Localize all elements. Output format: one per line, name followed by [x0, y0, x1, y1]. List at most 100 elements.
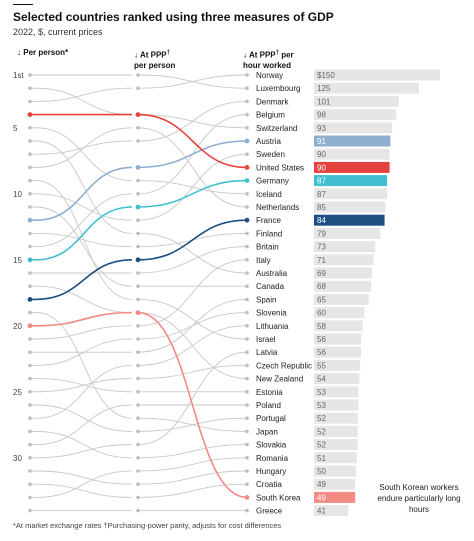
point-denmark-ppp-person: [136, 139, 140, 143]
country-label-israel: Israel: [256, 335, 276, 344]
value-label-switzerland: 93: [317, 124, 326, 133]
rank-label: 20: [13, 322, 22, 331]
country-label-austria: Austria: [256, 137, 281, 146]
point-switzerland-ppp-hour: [245, 126, 249, 130]
rank-label: 30: [13, 454, 22, 463]
bar-united-states: [314, 161, 390, 173]
line-slovakia-b: [137, 444, 248, 459]
value-label-norway: $150: [317, 71, 335, 80]
country-label-italy: Italy: [256, 256, 271, 265]
point-netherlands-ppp-hour: [245, 205, 249, 209]
country-label-new-zealand: New Zealand: [256, 375, 303, 384]
value-label-italy: 71: [317, 256, 326, 265]
point-luxembourg-ppp-hour: [245, 86, 249, 90]
point-sweden-ppp-hour: [245, 152, 249, 156]
point-finland-per-person: [28, 231, 32, 236]
country-label-sweden: Sweden: [256, 150, 285, 159]
bar-sweden: [314, 148, 390, 160]
bar-switzerland: [314, 122, 393, 134]
bar-britain: [314, 241, 376, 253]
value-label-canada: 68: [317, 282, 326, 291]
country-label-slovenia: Slovenia: [256, 309, 287, 318]
country-label-finland: Finland: [256, 229, 282, 238]
line-austria-b: [137, 140, 248, 169]
line-finland-a: [30, 232, 133, 248]
point-united-states-per-person: [27, 112, 33, 117]
point-austria-ppp-hour: [244, 138, 250, 144]
point-romania-ppp-hour: [245, 456, 249, 460]
point-canada-ppp-hour: [245, 284, 249, 289]
point-new-zealand-per-person: [28, 284, 32, 289]
point-estonia-ppp-hour: [245, 390, 249, 394]
footnote: *At market exchange rates †Purchasing-po…: [13, 521, 282, 530]
line-latvia-b: [137, 351, 248, 446]
country-label-poland: Poland: [256, 401, 281, 410]
point-britain-ppp-hour: [245, 244, 249, 249]
point-israel-per-person: [28, 178, 32, 183]
country-label-iceland: Iceland: [256, 190, 282, 199]
rank-label: 25: [13, 388, 22, 397]
point-greece-per-person: [28, 508, 32, 513]
point-norway-ppp-person: [136, 86, 140, 90]
country-label-spain: Spain: [256, 295, 276, 304]
country-label-norway: Norway: [256, 71, 283, 80]
point-new-zealand-ppp-hour: [245, 376, 249, 381]
bar-lithuania: [314, 320, 363, 332]
point-italy-per-person: [28, 337, 32, 341]
point-france-ppp-person: [135, 257, 141, 263]
value-label-japan: 52: [317, 427, 326, 436]
country-label-hungary: Hungary: [256, 467, 286, 476]
country-label-japan: Japan: [256, 427, 278, 436]
chart-title: Selected countries ranked using three me…: [13, 10, 334, 24]
line-iceland-a: [30, 127, 133, 182]
line-netherlands-b: [137, 127, 248, 208]
country-label-latvia: Latvia: [256, 348, 278, 357]
point-estonia-per-person: [28, 376, 32, 381]
line-japan-a: [30, 312, 133, 419]
point-britain-ppp-person: [136, 271, 140, 275]
point-sweden-ppp-person: [136, 218, 140, 222]
line-romania-a: [30, 470, 133, 498]
value-label-south-korea: 49: [317, 493, 326, 502]
point-canada-per-person: [28, 205, 32, 209]
value-label-france: 84: [317, 216, 326, 225]
column-header-ppp-person: ↓ At PPP† per person: [134, 50, 176, 70]
point-iceland-per-person: [28, 126, 32, 130]
point-spain-ppp-person: [136, 350, 140, 355]
bar-finland: [314, 227, 381, 239]
country-label-estonia: Estonia: [256, 388, 283, 397]
bar-hungary: [314, 465, 356, 477]
value-label-slovenia: 60: [317, 309, 326, 318]
point-finland-ppp-person: [136, 244, 140, 249]
value-label-latvia: 56: [317, 348, 326, 357]
sort-arrow-icon: ↓: [134, 50, 138, 60]
point-belgium-ppp-hour: [245, 112, 249, 117]
point-slovakia-ppp-hour: [245, 442, 249, 447]
point-south-korea-per-person: [27, 323, 33, 329]
line-france-b: [137, 219, 248, 261]
line-australia-b: [137, 232, 248, 274]
value-label-new-zealand: 54: [317, 375, 326, 384]
bar-portugal: [314, 412, 358, 424]
bar-luxembourg: [314, 82, 419, 94]
bar-belgium: [314, 109, 397, 121]
value-label-belgium: 98: [317, 111, 326, 120]
point-romania-per-person: [28, 495, 32, 500]
line-italy-a: [30, 325, 133, 340]
value-label-germany: 87: [317, 177, 326, 186]
point-norway-per-person: [28, 99, 32, 104]
line-new-zealand-b: [137, 312, 248, 380]
point-spain-ppp-hour: [245, 297, 249, 302]
line-israel-b: [137, 298, 248, 340]
point-australia-per-person: [28, 139, 32, 143]
sort-arrow-icon: ↓: [17, 48, 21, 57]
value-label-united-states: 90: [317, 163, 326, 172]
point-israel-ppp-person: [136, 297, 140, 302]
bar-czech-republic: [314, 359, 361, 371]
point-latvia-ppp-person: [136, 442, 140, 447]
point-britain-per-person: [28, 271, 32, 275]
country-label-canada: Canada: [256, 282, 285, 291]
south-korea-annotation: South Korean workers endure particularly…: [377, 483, 461, 514]
line-netherlands-a: [30, 127, 133, 168]
point-czech-republic-ppp-person: [136, 376, 140, 381]
